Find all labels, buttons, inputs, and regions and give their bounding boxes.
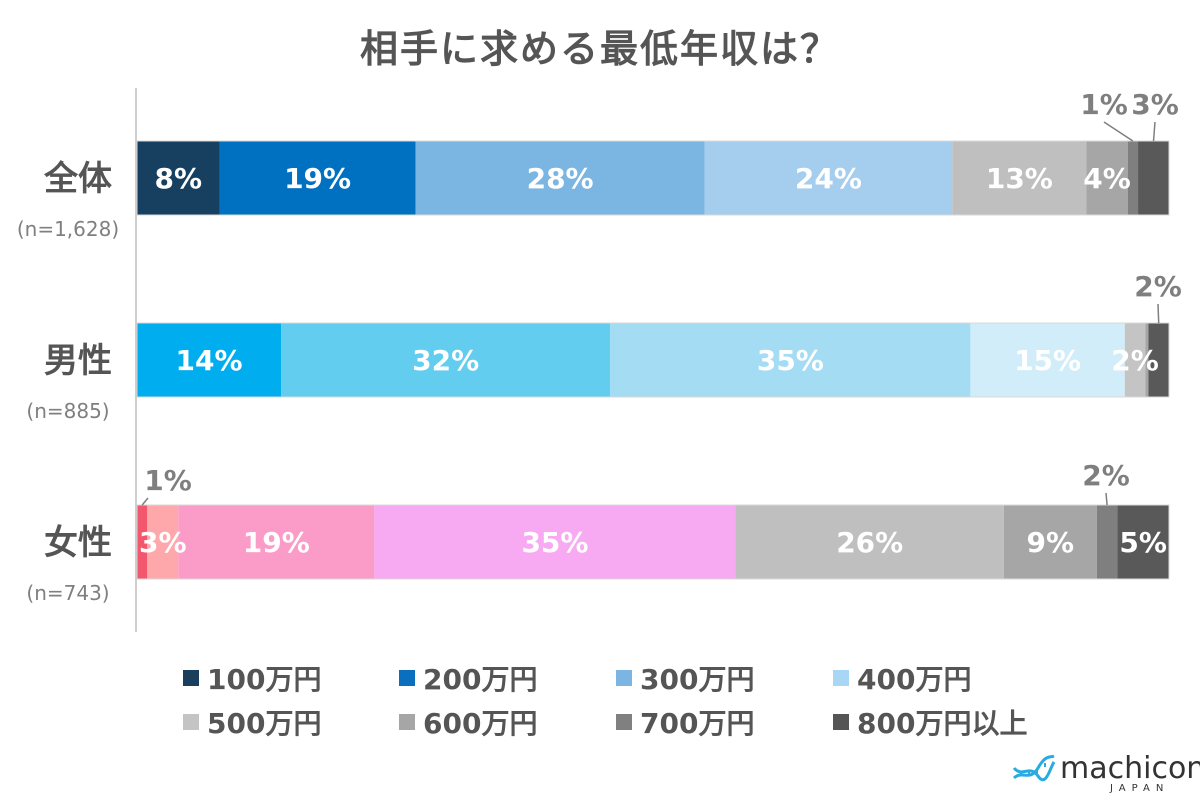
data-label: 5% [1119, 526, 1167, 559]
bar-segment [219, 141, 416, 215]
bar-segment [1003, 505, 1097, 579]
legend-label: 600万円 [423, 707, 538, 740]
machicon-logo: machicon [1012, 752, 1200, 784]
leader-line [1157, 303, 1160, 324]
data-label: 8% [155, 162, 203, 195]
category-label: 女性 [44, 523, 112, 563]
legend-swatch [833, 670, 849, 686]
data-label: 2% [1082, 459, 1130, 492]
legend-label: 700万円 [640, 707, 755, 740]
data-label: 19% [243, 526, 310, 559]
bar-segment [137, 141, 220, 215]
bar-segment [1145, 323, 1149, 397]
bar-segment [1138, 141, 1169, 215]
leader-line [1152, 121, 1156, 142]
data-label: 15% [1014, 344, 1081, 377]
bar-segment [1127, 141, 1139, 215]
bar-outline [136, 504, 1170, 580]
data-label: 35% [757, 344, 824, 377]
data-label: 13% [986, 162, 1053, 195]
category-label: 全体 [43, 159, 112, 199]
data-label: 28% [527, 162, 594, 195]
category-sample: (n=743) [26, 581, 109, 605]
data-label: 2% [1111, 344, 1159, 377]
data-label: 4% [1083, 162, 1131, 195]
data-label: 26% [836, 526, 903, 559]
bar-segment [415, 141, 705, 215]
bar-segment [610, 323, 971, 397]
bar-outline [136, 140, 1170, 216]
bar-segment [952, 141, 1087, 215]
legend-item: 800万円以上 [833, 704, 1027, 740]
data-label: 9% [1027, 526, 1075, 559]
data-label: 24% [795, 162, 862, 195]
legend-label: 300万円 [640, 663, 755, 696]
bar-segment [281, 323, 611, 397]
legend-swatch [399, 670, 415, 686]
legend-item: 500万円 [183, 704, 321, 740]
category-sample: (n=1,628) [17, 217, 119, 241]
bar-segment [1117, 505, 1169, 579]
bar-outline [136, 322, 1170, 398]
bar-segment [704, 141, 953, 215]
legend-item: 600万円 [399, 704, 537, 740]
bar-segment [1096, 505, 1118, 579]
logo-wordmark: machicon [1060, 751, 1200, 786]
legend-swatch [183, 714, 199, 730]
data-label: 2% [1134, 270, 1182, 303]
chart-title: 相手に求める最低年収は？ [359, 27, 840, 71]
legend-label: 100万円 [207, 663, 322, 696]
logo-subtext: JAPAN [1110, 783, 1170, 794]
bar-segment [1086, 141, 1128, 215]
data-label: 19% [284, 162, 351, 195]
data-label: 3% [1131, 88, 1179, 121]
data-label: 14% [176, 344, 243, 377]
leader-line [1105, 492, 1108, 506]
legend-label: 500万円 [207, 707, 322, 740]
dna-helix-icon [1012, 754, 1056, 782]
leader-line [1103, 121, 1134, 142]
legend-item: 200万円 [399, 660, 537, 696]
bar-segment [970, 323, 1125, 397]
data-label: 35% [521, 526, 588, 559]
bar-segment [137, 505, 148, 579]
bar-segment [147, 505, 179, 579]
data-label: 32% [412, 344, 479, 377]
legend-swatch [833, 714, 849, 730]
category-label: 男性 [44, 341, 112, 381]
legend-item: 700万円 [616, 704, 754, 740]
legend-swatch [616, 714, 632, 730]
legend-label: 200万円 [423, 663, 538, 696]
bar-segment [137, 323, 282, 397]
category-sample: (n=885) [26, 399, 109, 423]
legend-item: 400万円 [833, 660, 971, 696]
bar-segment [1124, 323, 1146, 397]
bar-segment [735, 505, 1004, 579]
data-label: 3% [139, 526, 187, 559]
data-label: 1% [1080, 88, 1128, 121]
bar-segment [178, 505, 375, 579]
legend-item: 300万円 [616, 660, 754, 696]
legend-swatch [399, 714, 415, 730]
leader-line [141, 497, 149, 506]
legend-label: 800万円以上 [857, 707, 1028, 740]
data-label: 1% [144, 464, 192, 497]
legend-item: 100万円 [183, 660, 321, 696]
bar-segment [1148, 323, 1169, 397]
legend-swatch [616, 670, 632, 686]
legend-swatch [183, 670, 199, 686]
bar-segment [374, 505, 736, 579]
legend-label: 400万円 [857, 663, 972, 696]
